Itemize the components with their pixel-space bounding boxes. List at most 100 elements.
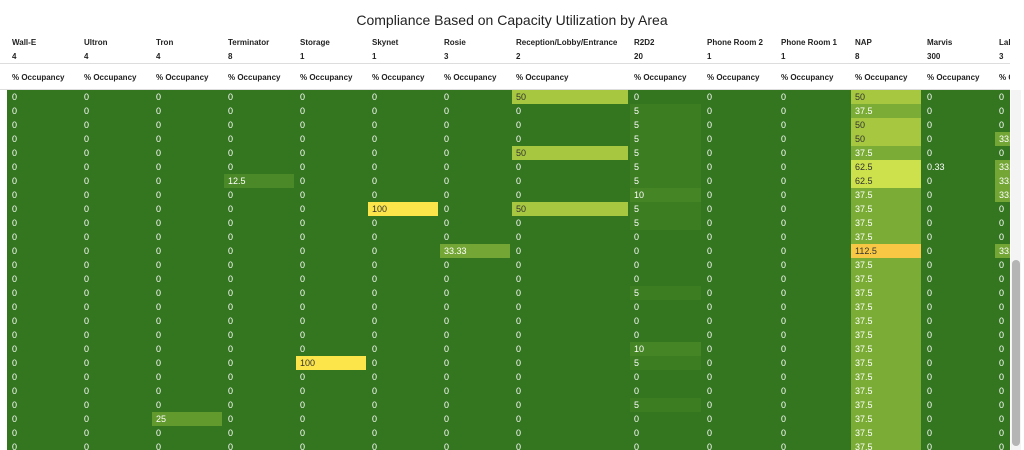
occupancy-cell: 0 [440,412,510,426]
occupancy-cell: 50 [851,118,921,132]
occupancy-cell: 33.33 [995,188,1010,202]
occupancy-cell: 0 [224,356,294,370]
occupancy-cell: 0 [80,160,150,174]
occupancy-cell: 112.5 [851,244,921,258]
occupancy-cell: 0 [703,412,775,426]
occupancy-cell: 0 [440,314,510,328]
occupancy-cell: 0 [224,398,294,412]
occupancy-cell: 0 [8,146,78,160]
occupancy-cell: 0 [777,356,849,370]
occupancy-cell: 0 [703,132,775,146]
occupancy-cell: 0 [777,118,849,132]
occupancy-cell: 0 [296,230,366,244]
occupancy-cell: 0 [703,328,775,342]
occupancy-cell: 37.5 [851,188,921,202]
column-metric: % Occupancy [372,73,425,82]
occupancy-cell: 0 [923,230,993,244]
occupancy-cell: 0 [777,258,849,272]
occupancy-cell: 50 [512,202,628,216]
scrollbar-thumb[interactable] [1012,260,1020,446]
occupancy-cell: 0 [152,244,222,258]
occupancy-cell: 5 [630,160,701,174]
occupancy-cell: 0 [703,146,775,160]
occupancy-cell: 0 [152,342,222,356]
occupancy-cell: 0 [777,244,849,258]
occupancy-cell: 5 [630,118,701,132]
occupancy-cell: 0 [440,132,510,146]
occupancy-cell: 0 [512,370,628,384]
occupancy-cell: 5 [630,174,701,188]
occupancy-cell: 0 [368,314,438,328]
occupancy-cell: 0 [995,300,1010,314]
occupancy-cell: 0 [296,132,366,146]
occupancy-cell: 0 [923,174,993,188]
occupancy-cell: 0 [703,202,775,216]
occupancy-cell: 0 [296,216,366,230]
occupancy-cell: 0 [923,426,993,440]
occupancy-cell: 0 [224,426,294,440]
occupancy-cell: 0 [152,300,222,314]
column-capacity: 1 [372,52,377,61]
occupancy-cell: 0 [80,356,150,370]
occupancy-cell: 0 [224,342,294,356]
occupancy-cell: 0 [703,104,775,118]
occupancy-cell: 50 [851,132,921,146]
occupancy-cell: 0 [512,328,628,342]
occupancy-cell: 0 [80,412,150,426]
occupancy-cell: 0 [296,440,366,450]
occupancy-cell: 0 [8,188,78,202]
occupancy-cell: 0 [630,230,701,244]
occupancy-cell: 0 [224,300,294,314]
occupancy-cell: 0 [224,90,294,104]
occupancy-cell: 0 [923,132,993,146]
occupancy-cell: 0 [703,384,775,398]
occupancy-cell: 0 [512,216,628,230]
occupancy-cell: 0 [777,370,849,384]
occupancy-cell: 0 [440,216,510,230]
occupancy-cell: 0 [995,398,1010,412]
occupancy-cell: 0 [923,384,993,398]
column-name: Wall-E [12,38,37,47]
occupancy-cell: 5 [630,356,701,370]
occupancy-cell: 0 [80,370,150,384]
occupancy-cell: 62.5 [851,160,921,174]
occupancy-cell: 0 [703,440,775,450]
occupancy-cell: 0 [512,118,628,132]
occupancy-cell: 0 [923,356,993,370]
occupancy-cell: 0 [8,398,78,412]
occupancy-cell: 0 [440,300,510,314]
occupancy-cell: 0 [224,384,294,398]
occupancy-cell: 0 [296,90,366,104]
occupancy-cell: 0 [703,286,775,300]
occupancy-cell: 5 [630,286,701,300]
occupancy-cell: 37.5 [851,286,921,300]
occupancy-cell: 0 [8,356,78,370]
occupancy-cell: 0 [224,370,294,384]
occupancy-cell: 0 [80,398,150,412]
occupancy-cell: 0 [152,104,222,118]
occupancy-cell: 0 [777,174,849,188]
occupancy-cell: 0.33 [923,160,993,174]
column-capacity: 4 [84,52,89,61]
occupancy-cell: 0 [703,314,775,328]
column-metric: % Occupancy [781,73,834,82]
occupancy-cell: 0 [995,286,1010,300]
occupancy-cell: 0 [995,230,1010,244]
occupancy-cell: 0 [995,258,1010,272]
column-name: Storage [300,38,330,47]
occupancy-cell: 33.33 [995,174,1010,188]
occupancy-cell: 0 [152,216,222,230]
occupancy-cell: 0 [923,314,993,328]
occupancy-cell: 0 [368,118,438,132]
occupancy-cell: 0 [777,384,849,398]
occupancy-cell: 0 [224,188,294,202]
column-capacity: 4 [12,52,17,61]
occupancy-cell: 0 [703,258,775,272]
occupancy-cell: 0 [512,342,628,356]
occupancy-cell: 0 [224,160,294,174]
occupancy-cell: 10 [630,188,701,202]
occupancy-cell: 0 [923,258,993,272]
header-divider [0,89,1010,90]
occupancy-cell: 0 [777,440,849,450]
occupancy-cell: 0 [296,202,366,216]
